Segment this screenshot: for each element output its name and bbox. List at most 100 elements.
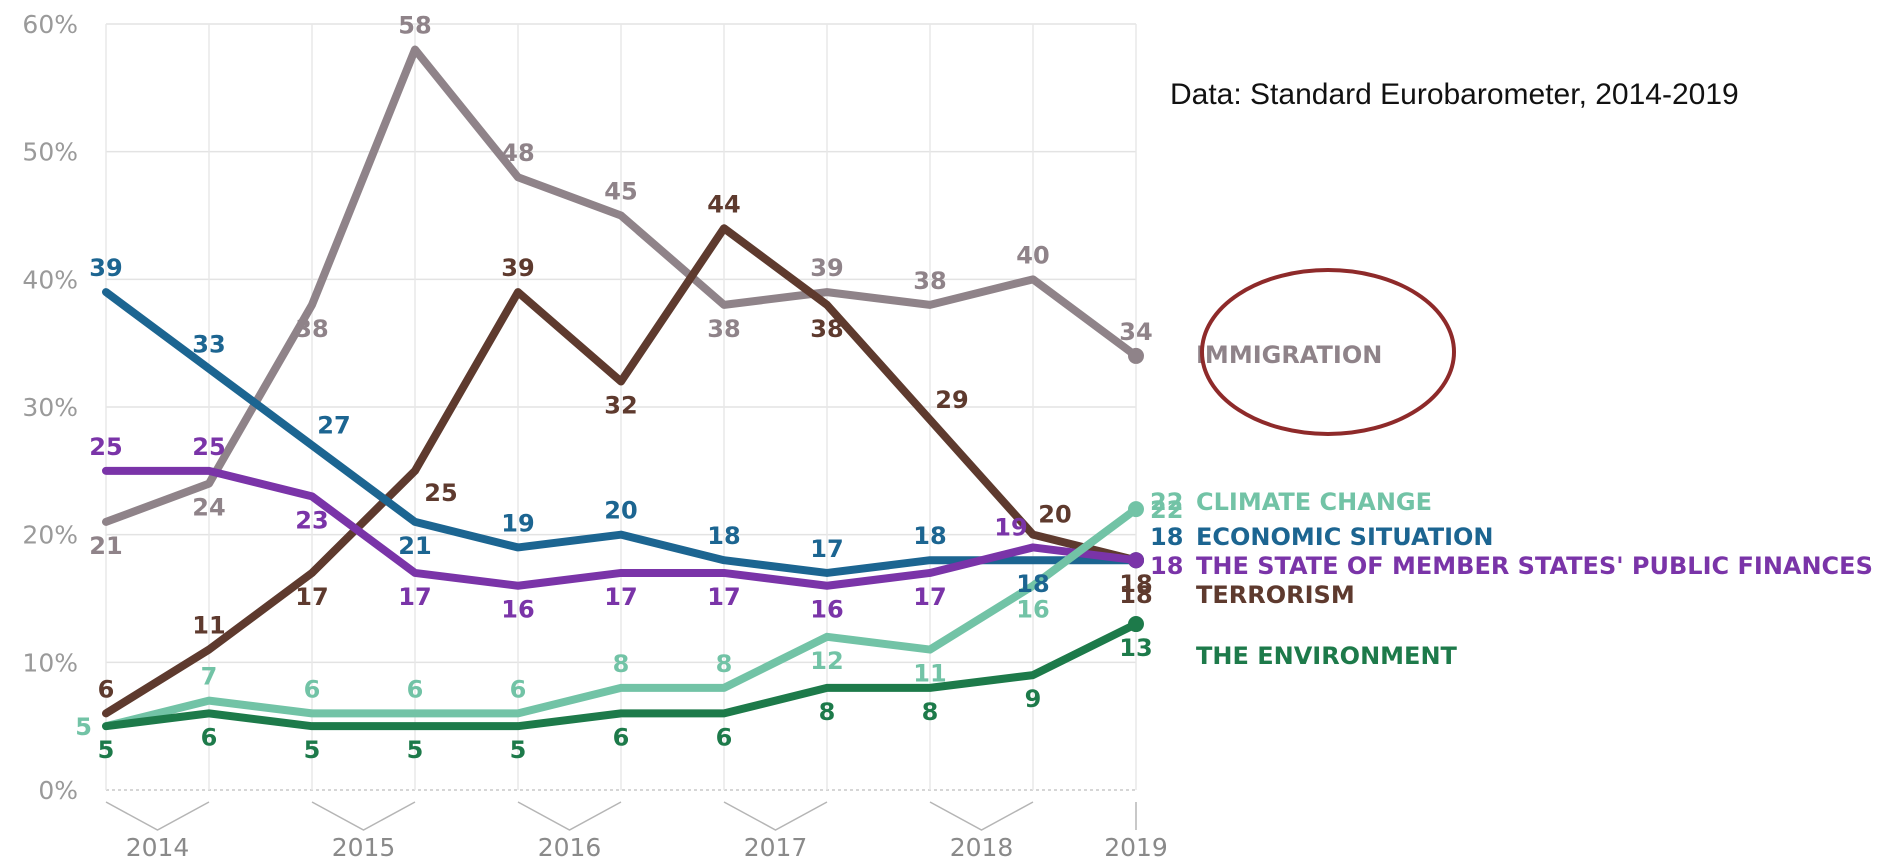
x-tick-label: 2018 bbox=[950, 833, 1014, 862]
data-label: 38 bbox=[707, 315, 740, 343]
year-bracket bbox=[723, 801, 828, 831]
data-label: 18 bbox=[707, 522, 740, 550]
data-label: 11 bbox=[913, 660, 946, 688]
data-label: 20 bbox=[1038, 501, 1071, 529]
data-label: 17 bbox=[810, 535, 843, 563]
data-source-note: Data: Standard Eurobarometer, 2014-2019 bbox=[1170, 78, 1739, 111]
data-label: 21 bbox=[89, 532, 122, 560]
series-name-label: THE STATE OF MEMBER STATES' PUBLIC FINAN… bbox=[1196, 552, 1873, 580]
series-line bbox=[102, 620, 1140, 731]
data-label: 23 bbox=[295, 506, 328, 534]
series-name-label: CLIMATE CHANGE bbox=[1196, 488, 1432, 516]
data-label: 17 bbox=[707, 583, 740, 611]
series-line bbox=[102, 505, 1140, 731]
data-label: 6 bbox=[510, 675, 527, 703]
series-name-label: ECONOMIC SITUATION bbox=[1196, 523, 1494, 551]
data-label: 32 bbox=[604, 391, 637, 419]
y-tick-label: 30% bbox=[22, 393, 78, 422]
y-tick-label: 20% bbox=[22, 521, 78, 550]
data-label: 5 bbox=[75, 713, 92, 741]
data-label: 39 bbox=[89, 254, 122, 282]
data-label: 38 bbox=[913, 267, 946, 295]
series-end-marker bbox=[1128, 616, 1144, 633]
x-tick-label: 2017 bbox=[744, 833, 808, 862]
data-label: 20 bbox=[604, 497, 637, 525]
series-name-label: IMMIGRATION bbox=[1196, 341, 1382, 369]
year-bracket bbox=[517, 801, 622, 831]
data-label: 48 bbox=[501, 139, 534, 167]
x-tick-label: 2019 bbox=[1104, 833, 1168, 862]
y-tick-label: 0% bbox=[38, 776, 78, 805]
data-label: 5 bbox=[407, 736, 424, 764]
data-label: 17 bbox=[913, 583, 946, 611]
data-label: 38 bbox=[810, 315, 843, 343]
year-bracket bbox=[311, 801, 416, 831]
year-bracket bbox=[929, 801, 1034, 831]
data-label: 34 bbox=[1119, 318, 1152, 346]
year-bracket bbox=[105, 801, 210, 831]
end-value-label: 18 bbox=[1119, 581, 1152, 609]
series-name-label: THE ENVIRONMENT bbox=[1196, 642, 1458, 670]
series-end-marker bbox=[1128, 501, 1144, 518]
data-label: 5 bbox=[510, 736, 527, 764]
end-value-label: 22 bbox=[1150, 488, 1183, 516]
data-label: 8 bbox=[613, 650, 630, 678]
data-label: 39 bbox=[810, 254, 843, 282]
highlight-ellipse bbox=[1200, 268, 1456, 436]
data-label: 18 bbox=[1119, 570, 1152, 598]
data-label: 17 bbox=[398, 583, 431, 611]
data-label: 6 bbox=[98, 675, 115, 703]
data-label: 17 bbox=[295, 583, 328, 611]
data-label: 19 bbox=[994, 513, 1027, 541]
data-label: 16 bbox=[501, 596, 534, 624]
data-label: 39 bbox=[501, 254, 534, 282]
y-tick-label: 50% bbox=[22, 138, 78, 167]
data-label: 5 bbox=[304, 736, 321, 764]
data-label: 12 bbox=[810, 647, 843, 675]
data-label: 45 bbox=[604, 178, 637, 206]
data-label: 11 bbox=[192, 612, 225, 640]
data-label: 9 bbox=[1025, 685, 1042, 713]
data-label: 24 bbox=[192, 494, 225, 522]
data-label: 6 bbox=[613, 723, 630, 751]
data-label: 8 bbox=[716, 650, 733, 678]
y-tick-label: 10% bbox=[22, 648, 78, 677]
data-label: 40 bbox=[1016, 241, 1049, 269]
series-line bbox=[102, 224, 1140, 718]
data-label: 5 bbox=[98, 736, 115, 764]
end-value-label: 18 bbox=[1150, 523, 1183, 551]
data-label: 6 bbox=[407, 675, 424, 703]
y-tick-label: 60% bbox=[22, 10, 78, 39]
series-line bbox=[102, 45, 1140, 526]
x-tick-label: 2016 bbox=[538, 833, 602, 862]
data-label: 18 bbox=[1016, 570, 1049, 598]
data-label: 17 bbox=[604, 583, 637, 611]
x-tick-label: 2014 bbox=[126, 833, 190, 862]
series-end-marker bbox=[1128, 347, 1144, 364]
series-end-marker bbox=[1128, 552, 1144, 569]
data-label: 7 bbox=[201, 663, 218, 691]
data-label: 25 bbox=[89, 433, 122, 461]
data-label: 22 bbox=[1150, 496, 1183, 524]
data-label: 29 bbox=[935, 386, 968, 414]
data-label: 27 bbox=[317, 411, 350, 439]
data-label: 33 bbox=[192, 331, 225, 359]
data-label: 44 bbox=[707, 190, 740, 218]
series-line bbox=[102, 288, 1140, 577]
data-label: 8 bbox=[819, 698, 836, 726]
data-label: 38 bbox=[295, 315, 328, 343]
data-label: 8 bbox=[922, 698, 939, 726]
data-label: 21 bbox=[398, 532, 431, 560]
data-label: 16 bbox=[810, 596, 843, 624]
data-label: 6 bbox=[716, 723, 733, 751]
series-line bbox=[102, 466, 1140, 590]
data-label: 19 bbox=[501, 509, 534, 537]
end-value-label: 18 bbox=[1150, 552, 1183, 580]
data-label: 18 bbox=[913, 522, 946, 550]
data-label: 13 bbox=[1119, 634, 1152, 662]
data-label: 58 bbox=[398, 12, 431, 40]
x-tick-label: 2015 bbox=[332, 833, 396, 862]
y-tick-label: 40% bbox=[22, 265, 78, 294]
series-name-label: TERRORISM bbox=[1196, 581, 1355, 609]
